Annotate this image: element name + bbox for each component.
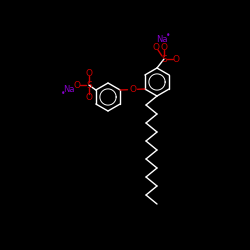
Text: O: O [160, 42, 168, 51]
Text: S: S [161, 54, 167, 64]
Text: Na: Na [63, 84, 75, 94]
Text: O: O [129, 85, 136, 94]
Text: Na: Na [156, 34, 168, 43]
Text: O: O [74, 80, 80, 90]
Text: O: O [152, 42, 160, 51]
Text: O: O [86, 68, 92, 78]
Text: •: • [166, 30, 170, 40]
Text: •: • [61, 88, 65, 98]
Text: O: O [86, 92, 92, 102]
Text: S: S [86, 80, 92, 90]
Text: O: O [172, 54, 180, 64]
